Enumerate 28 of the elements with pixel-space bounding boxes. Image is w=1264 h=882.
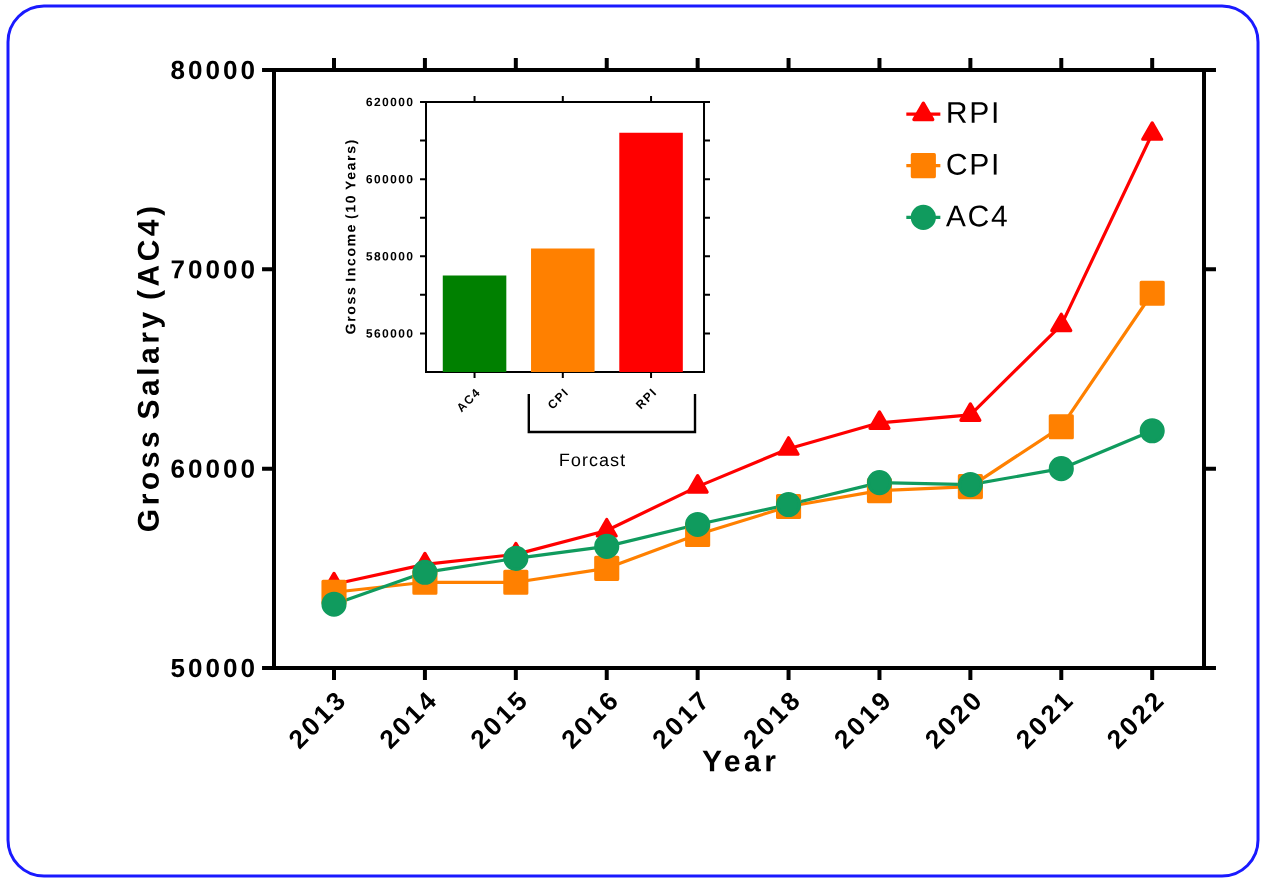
point [412, 559, 438, 585]
point [1139, 280, 1165, 306]
point [503, 545, 529, 571]
point [866, 470, 893, 496]
x-axis-title: Forcast [560, 453, 625, 467]
y-axis-title: Gross Salary (AC4) [136, 207, 165, 531]
point [321, 591, 347, 617]
point [1048, 456, 1074, 482]
y-tick-label: 50000 [171, 658, 254, 678]
y-tick-label: 70000 [171, 260, 254, 279]
legend-label: CPI [947, 153, 997, 175]
point [594, 533, 620, 559]
y-tick-label: 80000 [171, 60, 254, 80]
point [1048, 414, 1074, 440]
point [686, 474, 709, 494]
point [685, 511, 711, 538]
x-axis-title: Year [702, 750, 776, 772]
point [1141, 121, 1164, 141]
point [594, 555, 620, 581]
legend-label: RPI [948, 102, 997, 123]
point [777, 436, 800, 456]
y-tick-label: 60000 [171, 459, 254, 478]
point [868, 410, 891, 430]
point [503, 569, 529, 595]
point [1139, 418, 1165, 444]
point [1050, 312, 1073, 333]
point [959, 402, 982, 422]
legend-label: AC4 [945, 205, 1007, 227]
